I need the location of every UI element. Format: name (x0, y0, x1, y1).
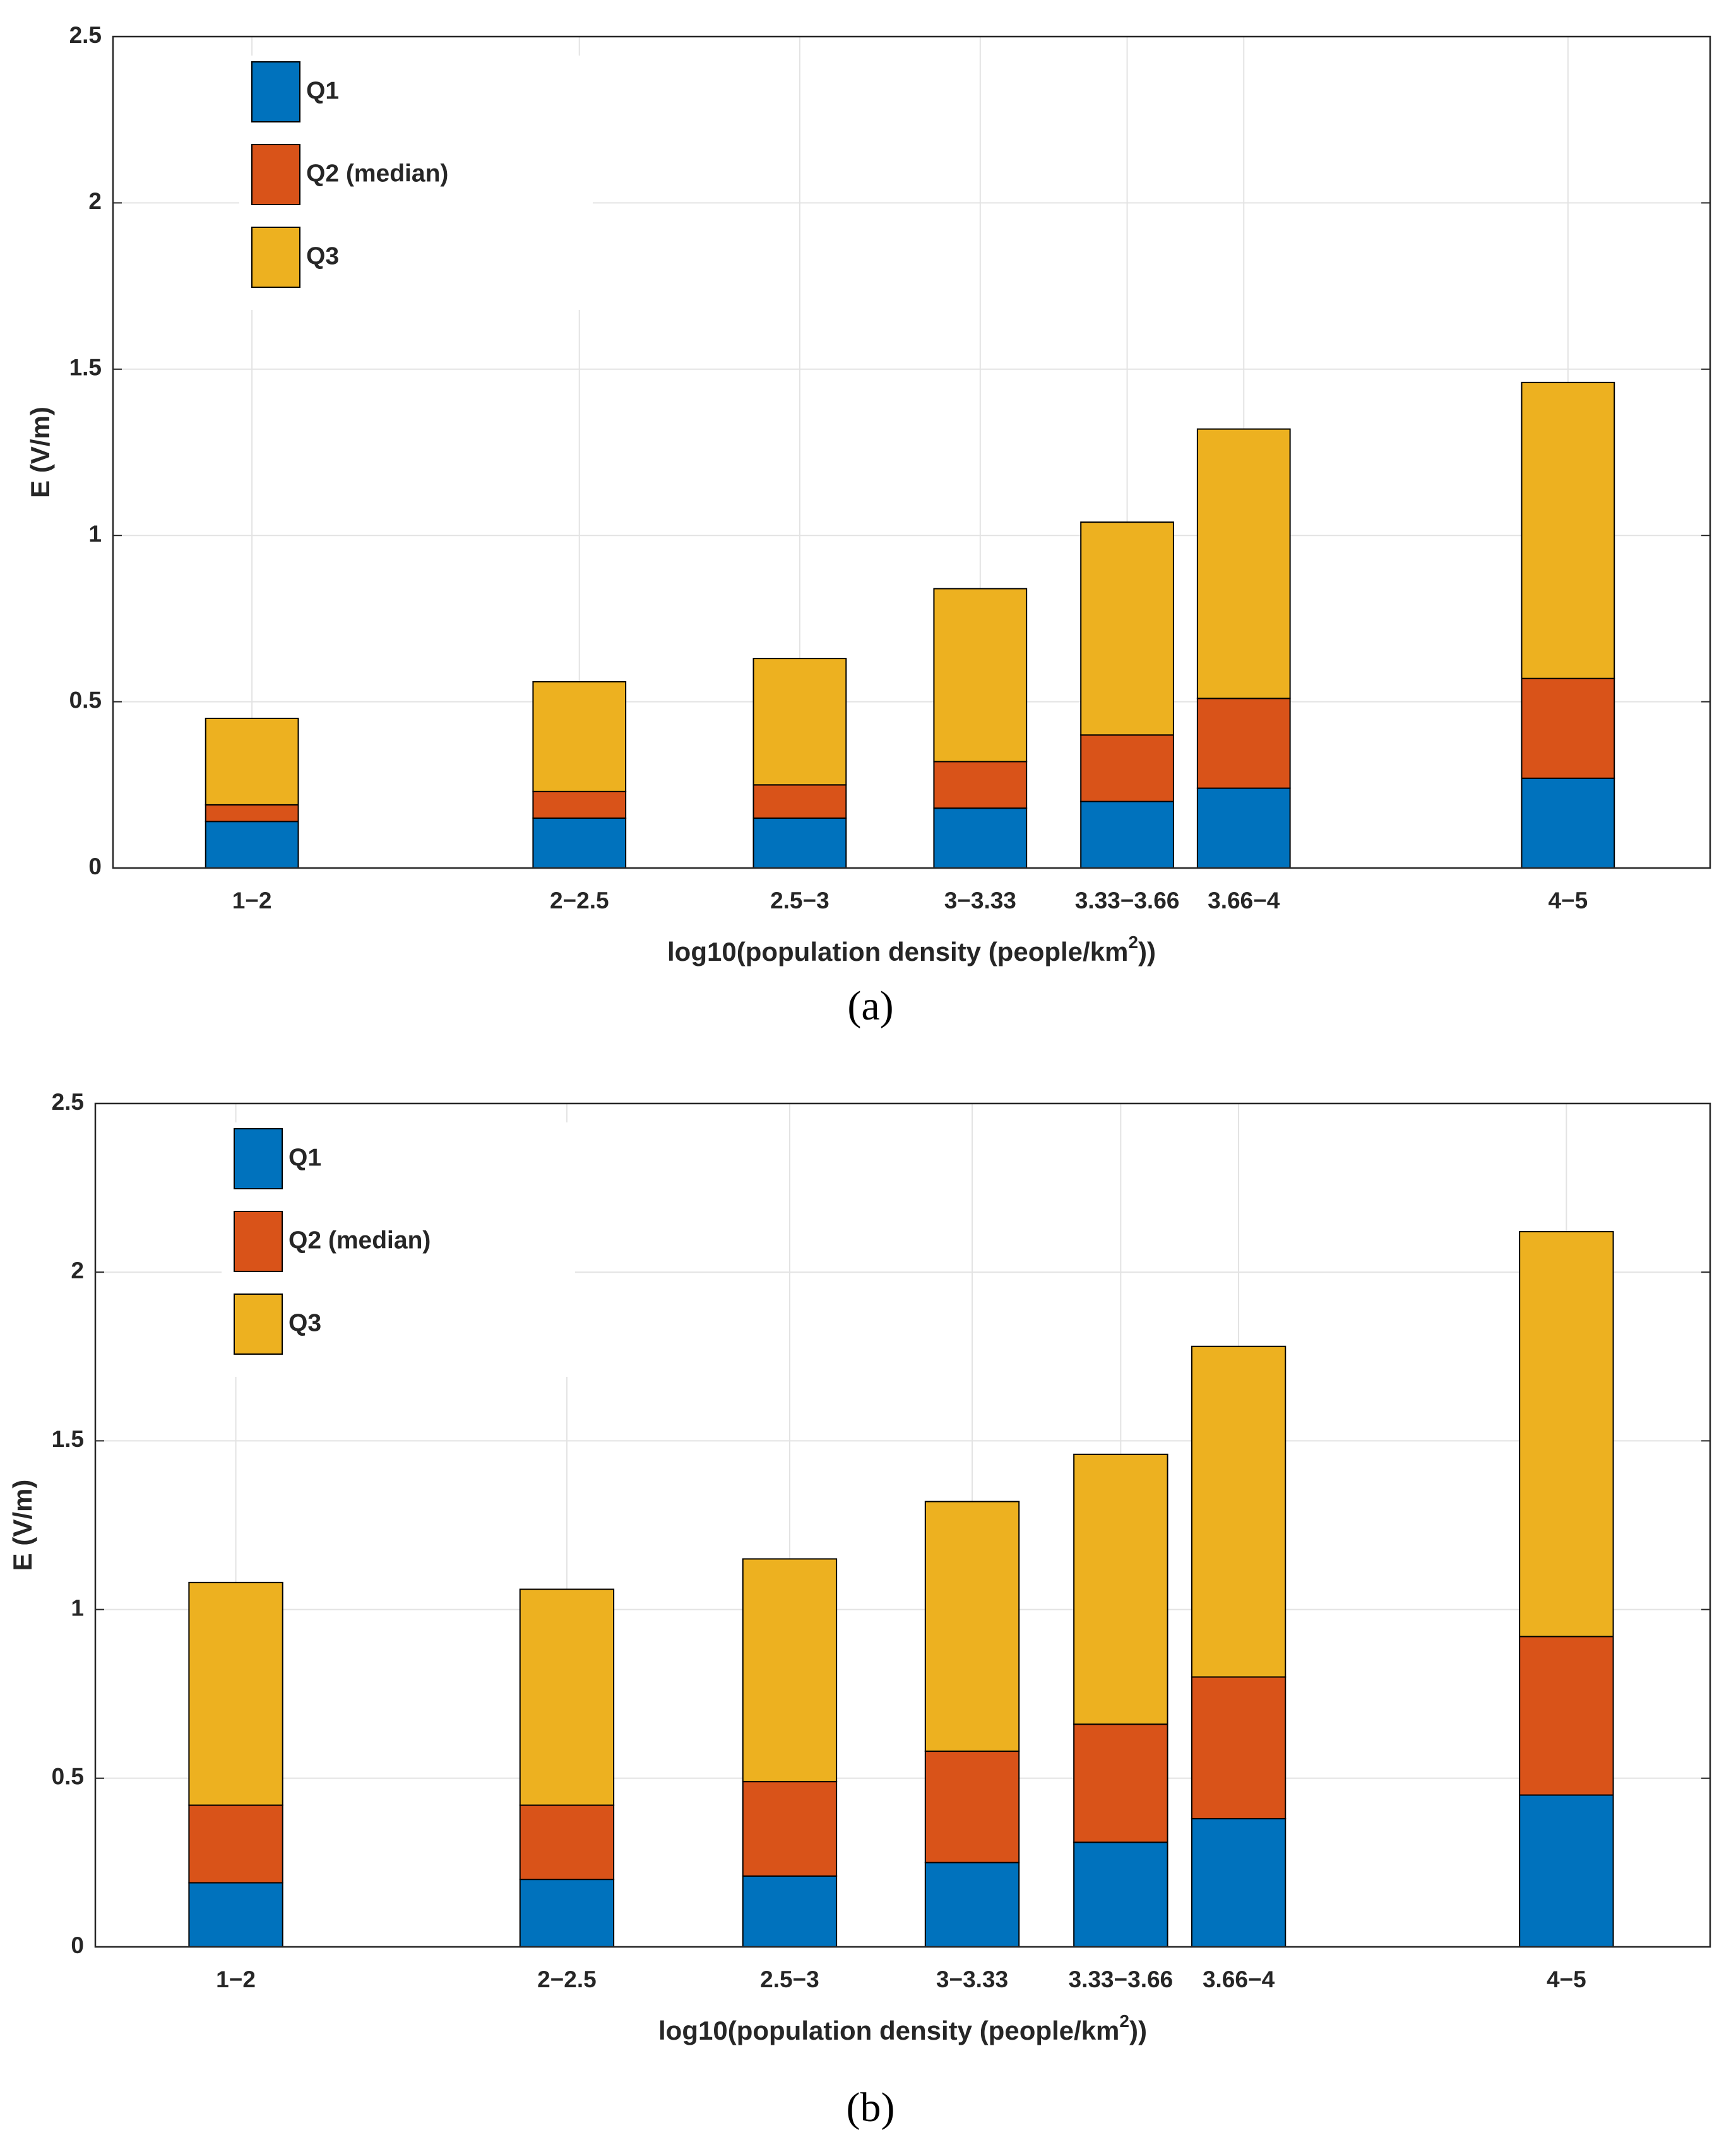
legend-label: Q3 (288, 1309, 321, 1336)
bar-segment (519, 1804, 615, 1881)
legend-swatch (251, 227, 300, 288)
bar-segment (742, 1558, 838, 1783)
x-tick-label: 2.5−3 (760, 1966, 819, 1992)
legend-swatch (251, 144, 300, 205)
bar-segment (1191, 1676, 1287, 1819)
bar-segment (1073, 1841, 1168, 1948)
y-tick-label: 2 (88, 188, 102, 214)
bar-segment (1080, 800, 1174, 869)
bar-segment (1191, 1817, 1287, 1948)
bar-segment (742, 1875, 838, 1948)
legend-swatch (251, 61, 300, 122)
bar-segment (924, 1862, 1020, 1948)
x-axis-label-part: log10(population density (people/km (658, 2016, 1119, 2045)
chart: 0 0.5 1 1.5 2 2.5 1−2 2−2.5 2.5−3 3−3.33 3.33−3.66… (25, 22, 1711, 1029)
bar-segment (188, 1882, 283, 1948)
y-tick-label: 2.5 (69, 22, 102, 48)
bar-segment (933, 588, 1028, 763)
bar-segment (1521, 677, 1615, 779)
bar-segment (1519, 1636, 1614, 1796)
y-axis-label: E (V/m) (25, 407, 55, 498)
x-tick-label: 3.66−4 (1208, 888, 1280, 913)
y-axis-label: E (V/m) (8, 1480, 37, 1571)
bar-segment (532, 790, 627, 819)
bar-segment (519, 1588, 615, 1806)
x-axis-label: log10(population density (people/km2)) (658, 2011, 1147, 2045)
x-axis-label-superscript: 2 (1128, 932, 1138, 952)
bar-segment (933, 761, 1028, 809)
bar-segment (1519, 1794, 1614, 1948)
bar-segment (1519, 1231, 1614, 1638)
bar-segment (1196, 428, 1291, 699)
x-axis-label-part: )) (1138, 937, 1156, 966)
x-tick-label: 4−5 (1547, 1966, 1586, 1992)
legend-label: Q2 (median) (288, 1227, 431, 1254)
y-tick-label: 0.5 (69, 687, 102, 713)
bar-segment (933, 807, 1028, 869)
bar-segment (188, 1804, 283, 1884)
y-tick-label: 2 (71, 1258, 84, 1283)
x-axis-label-part: log10(population density (people/km (667, 937, 1128, 966)
bar-segment (1073, 1453, 1168, 1725)
bar-segment (188, 1581, 283, 1806)
x-tick-label: 2.5−3 (770, 888, 829, 913)
legend-swatch (234, 1211, 283, 1272)
x-tick-label: 1−2 (232, 888, 272, 913)
chart: 0 0.5 1 1.5 2 2.5 1−2 2−2.5 2.5−3 3−3.33 3.33−3.66… (8, 1089, 1711, 2131)
axes-box (112, 35, 1711, 869)
caption: (b) (847, 2084, 895, 2131)
bar-segment (1080, 734, 1174, 802)
y-tick-label: 0 (88, 853, 102, 879)
x-axis-label: log10(population density (people/km2)) (667, 932, 1156, 966)
legend-swatch (234, 1128, 283, 1189)
legend-swatch (234, 1293, 283, 1355)
y-tick-label: 1 (71, 1595, 84, 1621)
bar-segment (205, 821, 299, 869)
x-tick-label: 1−2 (216, 1966, 256, 1992)
legend-label: Q2 (median) (306, 160, 448, 187)
bar-segment (532, 681, 627, 792)
bar-segment (1521, 381, 1615, 679)
bar-segment (752, 817, 847, 869)
caption: (a) (847, 983, 893, 1029)
bar-segment (752, 658, 847, 786)
x-tick-label: 2−2.5 (537, 1966, 597, 1992)
y-tick-label: 1 (88, 521, 102, 547)
x-tick-label: 3−3.33 (944, 888, 1016, 913)
legend-label: Q1 (306, 77, 339, 104)
legend-label: Q3 (306, 242, 339, 270)
x-tick-label: 3.66−4 (1203, 1966, 1275, 1992)
bar-segment (752, 784, 847, 819)
bar-segment (1080, 521, 1174, 736)
y-tick-label: 0.5 (52, 1764, 84, 1790)
bar-segment (205, 717, 299, 806)
y-tick-label: 2.5 (52, 1089, 84, 1115)
bar-segment (519, 1879, 615, 1948)
x-tick-label: 3−3.33 (936, 1966, 1008, 1992)
y-tick-label: 1.5 (69, 355, 102, 381)
x-axis-label-part: )) (1129, 2016, 1147, 2045)
bar-segment (1521, 777, 1615, 869)
x-axis-label-superscript: 2 (1119, 2011, 1129, 2031)
x-tick-label: 3.33−3.66 (1075, 888, 1180, 913)
x-tick-label: 4−5 (1548, 888, 1588, 913)
x-tick-label: 2−2.5 (550, 888, 609, 913)
bar-segment (924, 1501, 1020, 1752)
legend-label: Q1 (288, 1144, 321, 1171)
bar-segment (1191, 1345, 1287, 1678)
bar-segment (742, 1781, 838, 1877)
bar-segment (205, 804, 299, 823)
y-tick-label: 0 (71, 1932, 84, 1958)
x-tick-label: 3.33−3.66 (1069, 1966, 1174, 1992)
bar-segment (924, 1751, 1020, 1864)
axes-box (94, 1102, 1711, 1948)
y-tick-label: 1.5 (52, 1426, 84, 1452)
bar-segment (1196, 698, 1291, 789)
bar-segment (532, 817, 627, 869)
bar-segment (1073, 1723, 1168, 1843)
bar-segment (1196, 787, 1291, 869)
